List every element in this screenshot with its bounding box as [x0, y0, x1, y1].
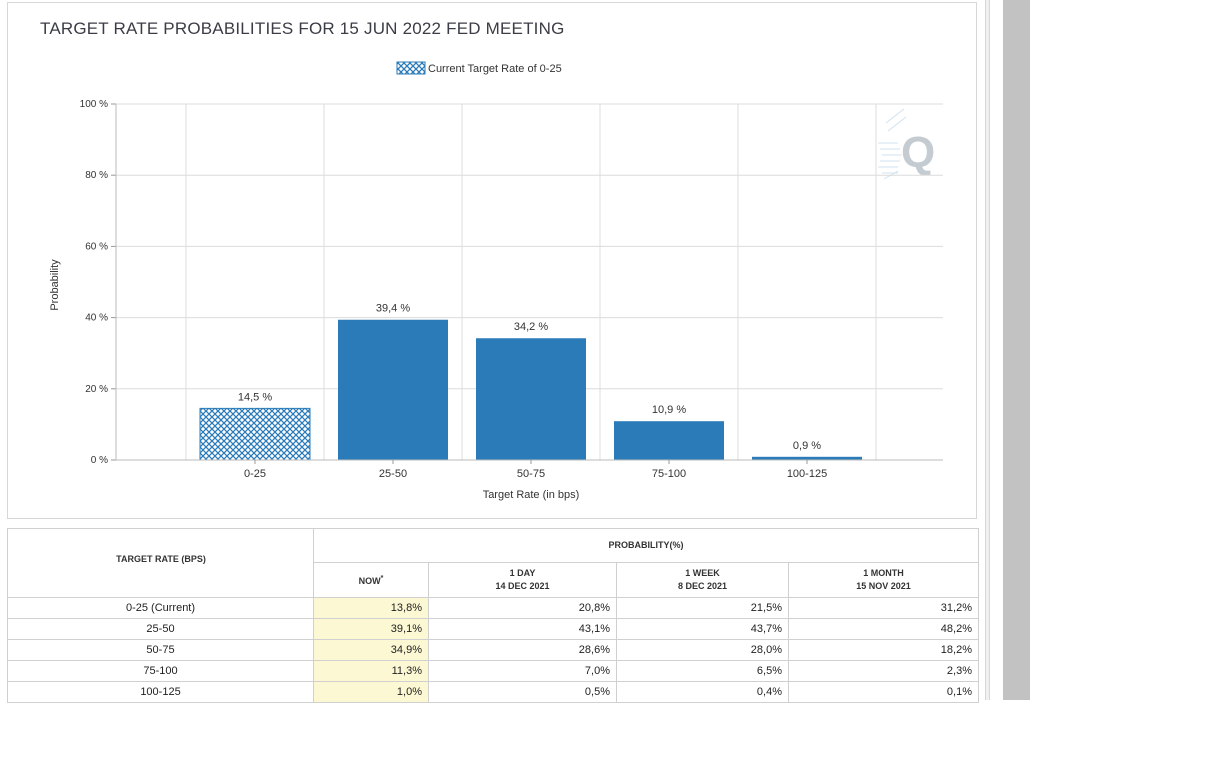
table-row: 75-100 11,3% 7,0% 6,5% 2,3%: [7, 660, 979, 682]
rate-cell: 50-75: [7, 639, 314, 661]
value-cell: 0,4%: [616, 681, 789, 703]
table-row: 50-75 34,9% 28,6% 28,0% 18,2%: [7, 639, 979, 661]
value-cell: 28,6%: [428, 639, 617, 661]
bar-0-25: [199, 407, 311, 461]
value-cell: 7,0%: [428, 660, 617, 682]
y-tick-label: 60 %: [85, 241, 108, 252]
value-cell: 0,1%: [788, 681, 979, 703]
chart-title: TARGET RATE PROBABILITIES FOR 15 JUN 202…: [40, 19, 565, 38]
now-value-cell: 34,9%: [313, 639, 429, 661]
legend-label: Current Target Rate of 0-25: [428, 63, 562, 75]
table-row: 0-25 (Current) 13,8% 20,8% 21,5% 31,2%: [7, 597, 979, 619]
panel-divider: [985, 0, 990, 700]
bar-value-label: 14,5 %: [238, 391, 272, 403]
bar-value-label: 10,9 %: [652, 404, 686, 416]
value-cell: 18,2%: [788, 639, 979, 661]
legend-swatch: [396, 61, 426, 75]
value-cell: 28,0%: [616, 639, 789, 661]
chart-panel: TARGET RATE PROBABILITIES FOR 15 JUN 202…: [7, 2, 977, 519]
x-tick-label: 25-50: [379, 468, 407, 480]
x-tick-label: 75-100: [652, 468, 686, 480]
q-logo-icon: Q: [878, 108, 935, 180]
rate-cell: 100-125: [7, 681, 314, 703]
column-date: 8 DEC 2021: [677, 581, 728, 591]
rate-cell: 25-50: [7, 618, 314, 640]
column-date: 15 NOV 2021: [856, 581, 911, 591]
value-cell: 31,2%: [788, 597, 979, 619]
x-tick-label: 100-125: [787, 468, 827, 480]
bar-value-label: 34,2 %: [514, 321, 548, 333]
column-header-now: NOW*: [313, 562, 429, 598]
now-value-cell: 11,3%: [313, 660, 429, 682]
probability-header: PROBABILITY(%): [313, 528, 979, 563]
value-cell: 48,2%: [788, 618, 979, 640]
chart-legend[interactable]: Current Target Rate of 0-25: [396, 61, 562, 75]
now-value-cell: 13,8%: [313, 597, 429, 619]
column-header-1-day: 1 DAY 14 DEC 2021: [428, 562, 617, 598]
bar-value-label: 39,4 %: [376, 303, 410, 315]
bar-value-label: 0,9 %: [793, 440, 821, 452]
footnote-marker: *: [380, 574, 384, 582]
value-cell: 21,5%: [616, 597, 789, 619]
value-cell: 43,7%: [616, 618, 789, 640]
table-row: 100-125 1,0% 0,5% 0,4% 0,1%: [7, 681, 979, 703]
bar-chart: Current Target Rate of 0-25 Q 0 % 20 % 40 …: [49, 61, 943, 501]
column-label: 1 WEEK: [685, 568, 720, 578]
bar-75-100: [614, 421, 724, 460]
rate-cell: 75-100: [7, 660, 314, 682]
y-tick-label: 100 %: [80, 99, 108, 110]
x-axis: 0-25 25-50 50-75 75-100 100-125: [116, 459, 943, 480]
rate-column-header: TARGET RATE (BPS): [7, 528, 314, 598]
value-cell: 0,5%: [428, 681, 617, 703]
column-header-1-week: 1 WEEK 8 DEC 2021: [616, 562, 789, 598]
now-value-cell: 39,1%: [313, 618, 429, 640]
svg-text:Q: Q: [901, 128, 935, 177]
value-cell: 20,8%: [428, 597, 617, 619]
column-label: NOW: [358, 575, 381, 586]
y-tick-label: 20 %: [85, 384, 108, 395]
bar-100-125: [752, 456, 862, 460]
value-cell: 43,1%: [428, 618, 617, 640]
y-axis: 0 % 20 % 40 % 60 % 80 % 100 %: [80, 99, 117, 466]
now-value-cell: 1,0%: [313, 681, 429, 703]
rate-cell: 0-25 (Current): [7, 597, 314, 619]
scrollbar[interactable]: [1003, 0, 1030, 700]
bar-50-75: [476, 338, 586, 460]
y-tick-label: 80 %: [85, 170, 108, 181]
column-label: 1 DAY: [509, 568, 536, 578]
bar-25-50: [338, 319, 448, 460]
x-tick-label: 50-75: [517, 468, 545, 480]
x-tick-label: 0-25: [244, 468, 266, 480]
x-axis-title: Target Rate (in bps): [483, 489, 580, 501]
y-tick-label: 40 %: [85, 313, 108, 324]
y-axis-title: Probability: [49, 259, 61, 311]
column-label: 1 MONTH: [863, 568, 904, 578]
table-row: 25-50 39,1% 43,1% 43,7% 48,2%: [7, 618, 979, 640]
probability-table: TARGET RATE (BPS) PROBABILITY(%) NOW* 1 …: [7, 528, 979, 703]
value-cell: 2,3%: [788, 660, 979, 682]
chart-bars: 14,5 % 39,4 % 34,2 % 10,9 % 0,9 %: [199, 303, 862, 461]
y-tick-label: 0 %: [91, 455, 108, 466]
column-date: 14 DEC 2021: [495, 581, 550, 591]
column-header-1-month: 1 MONTH 15 NOV 2021: [788, 562, 979, 598]
value-cell: 6,5%: [616, 660, 789, 682]
